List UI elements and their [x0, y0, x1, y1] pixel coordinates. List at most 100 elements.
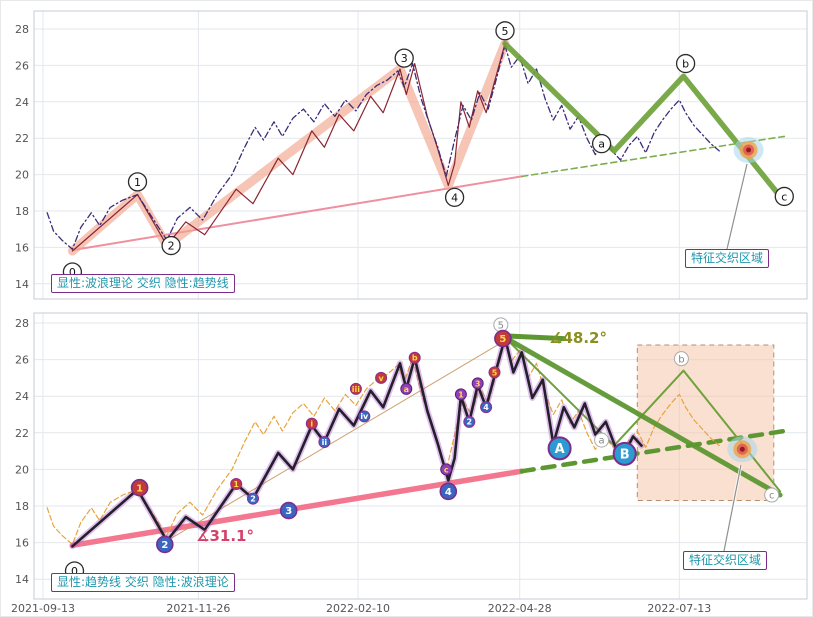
angle-label-green[interactable]: ∡48.2° [549, 329, 607, 347]
marker-a[interactable]: a [400, 382, 413, 395]
x-tick-label: 2022-04-28 [488, 602, 552, 615]
marker-B[interactable]: B [612, 441, 637, 466]
marker-1[interactable]: 1 [127, 172, 148, 192]
svg-text:b: b [412, 354, 418, 363]
marker-2[interactable]: 2 [156, 535, 174, 554]
svg-text:5: 5 [502, 25, 509, 38]
series-wave_detail [71, 42, 506, 252]
svg-text:A: A [555, 442, 565, 457]
top-mode-label[interactable]: 显性:波浪理论 交织 隐性:趋势线 [51, 274, 235, 293]
marker-4[interactable]: 4 [439, 482, 458, 501]
y-tick-label: 24 [15, 390, 29, 403]
series-abc [504, 336, 782, 493]
svg-text:iii: iii [352, 385, 360, 394]
marker-2[interactable]: 2 [161, 235, 181, 256]
marker-1[interactable]: 1 [130, 478, 149, 497]
y-tick-label: 26 [15, 59, 29, 72]
marker-i[interactable]: i [305, 417, 318, 430]
series-impulse [67, 39, 510, 256]
marker-v[interactable]: v [375, 371, 388, 384]
feature-zone-target-icon[interactable] [727, 436, 758, 463]
y-tick-label: 26 [15, 354, 29, 367]
svg-text:1: 1 [458, 390, 464, 399]
marker-iii[interactable]: iii [349, 382, 362, 395]
callout-arrow [723, 464, 742, 552]
svg-text:ii: ii [322, 438, 328, 447]
svg-text:b: b [678, 354, 684, 365]
svg-text:a: a [404, 385, 409, 394]
x-tick-label: 2022-02-10 [326, 602, 390, 615]
marker-5[interactable]: 5 [488, 366, 501, 379]
svg-text:c: c [781, 190, 787, 203]
svg-text:4: 4 [483, 403, 489, 412]
y-tick-label: 20 [15, 169, 29, 182]
marker-a[interactable]: a [594, 432, 610, 448]
marker-a[interactable]: a [591, 134, 612, 154]
marker-2[interactable]: 2 [463, 415, 476, 428]
marker-4[interactable]: 4 [480, 401, 493, 414]
marker-c[interactable]: c [774, 186, 794, 207]
bottom-mode-label[interactable]: 显性:趋势线 交织 隐性:波浪理论 [51, 573, 235, 592]
angle-label-red[interactable]: ∡31.1° [196, 527, 254, 545]
svg-text:2: 2 [467, 418, 473, 427]
y-tick-label: 16 [15, 241, 29, 254]
svg-text:v: v [378, 374, 384, 383]
svg-text:5: 5 [499, 334, 506, 345]
marker-c[interactable]: c [440, 463, 453, 476]
bottom-feature-zone-callout[interactable]: 特征交织区域 [683, 551, 768, 570]
panel-border [33, 10, 808, 300]
svg-text:1: 1 [233, 480, 239, 489]
marker-4[interactable]: 4 [444, 187, 465, 208]
panel-bottom[interactable]: 141618202224262812iiiiiiivvabc1234501234… [15, 312, 808, 600]
top-feature-zone-callout[interactable]: 特征交织区域 [685, 249, 770, 268]
x-tick-label: 2022-07-13 [647, 602, 711, 615]
projection-zone[interactable] [636, 344, 775, 502]
marker-3[interactable]: 3 [279, 501, 298, 520]
x-tick-label: 2021-11-26 [166, 602, 230, 615]
svg-text:3: 3 [475, 379, 481, 388]
marker-3[interactable]: 3 [471, 377, 484, 390]
svg-text:iv: iv [360, 412, 369, 421]
svg-text:c: c [769, 491, 775, 502]
svg-text:0: 0 [71, 565, 78, 578]
y-tick-label: 22 [15, 427, 29, 440]
svg-text:2: 2 [168, 240, 175, 253]
x-tick-label: 2021-09-13 [11, 602, 75, 615]
svg-text:1: 1 [136, 483, 143, 494]
svg-text:3: 3 [401, 52, 408, 65]
marker-b[interactable]: b [675, 53, 696, 74]
series-abc [502, 40, 783, 200]
svg-text:c: c [444, 465, 449, 474]
feature-zone-target-icon[interactable] [733, 137, 764, 164]
series-wave_detail_ext [503, 336, 643, 455]
svg-text:5: 5 [498, 320, 504, 331]
panel-top[interactable]: 14 16 18 20 22 24 26 28 0 1 2 3 4 5 a b c [15, 10, 808, 300]
marker-iv[interactable]: iv [358, 410, 371, 423]
marker-5[interactable]: 5 [493, 317, 509, 333]
marker-1[interactable]: 1 [454, 388, 467, 401]
marker-5[interactable]: 5 [495, 21, 515, 41]
marker-b[interactable]: b [408, 351, 421, 364]
marker-3[interactable]: 3 [394, 48, 414, 68]
y-tick-label: 16 [15, 537, 29, 550]
panel-border [33, 312, 808, 600]
marker-c[interactable]: c [764, 487, 780, 503]
marker-2[interactable]: 2 [247, 492, 259, 505]
svg-text:a: a [598, 138, 605, 151]
marker-5[interactable]: 5 [494, 329, 512, 348]
marker-1[interactable]: 1 [230, 478, 243, 491]
series-wave_detail [71, 336, 507, 548]
y-tick-label: 18 [15, 500, 29, 513]
marker-b[interactable]: b [673, 351, 689, 367]
svg-text:0: 0 [69, 266, 76, 279]
y-tick-label: 28 [15, 23, 29, 36]
svg-text:5: 5 [492, 368, 498, 377]
y-tick-label: 24 [15, 96, 29, 109]
marker-ii[interactable]: ii [318, 435, 331, 448]
marker-A[interactable]: A [547, 436, 572, 461]
y-tick-label: 14 [15, 573, 29, 586]
callout-arrow [726, 163, 748, 250]
svg-text:3: 3 [285, 506, 292, 517]
